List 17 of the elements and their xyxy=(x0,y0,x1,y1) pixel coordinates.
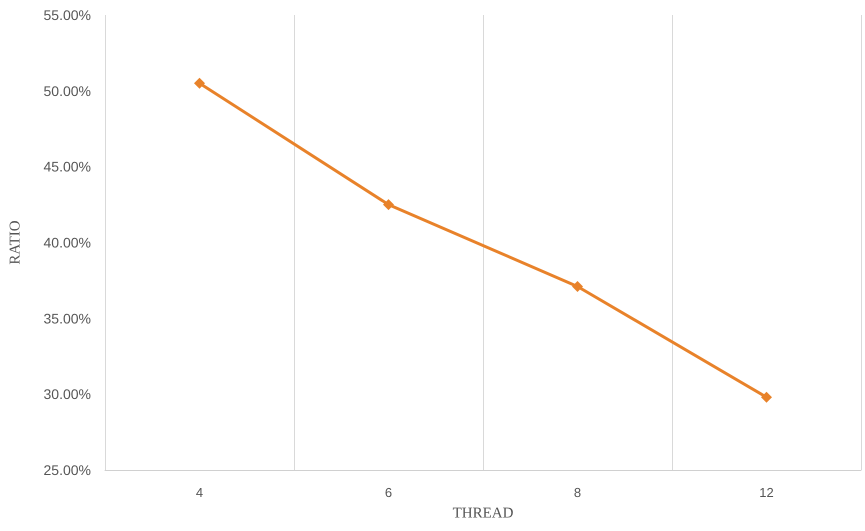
y-tick-label: 35.00% xyxy=(44,310,91,326)
point xyxy=(383,199,394,210)
y-tick-label: 55.00% xyxy=(44,7,91,23)
y-tick-label: 50.00% xyxy=(44,82,91,99)
x-tick-label: 4 xyxy=(196,485,204,500)
y-axis-title: RATIO xyxy=(8,220,24,265)
point xyxy=(761,392,772,403)
y-tick-label: 25.00% xyxy=(44,462,91,478)
x-tick-label: 12 xyxy=(759,485,774,500)
point xyxy=(194,78,205,89)
x-tick-label: 6 xyxy=(384,485,392,500)
y-tick-label: 30.00% xyxy=(44,386,91,402)
point xyxy=(572,280,583,292)
x-tick-label: 8 xyxy=(574,485,582,500)
y-tick-label: 45.00% xyxy=(44,158,91,175)
x-axis-title: THREAD xyxy=(452,506,514,522)
y-tick-label: 40.00% xyxy=(44,234,91,250)
